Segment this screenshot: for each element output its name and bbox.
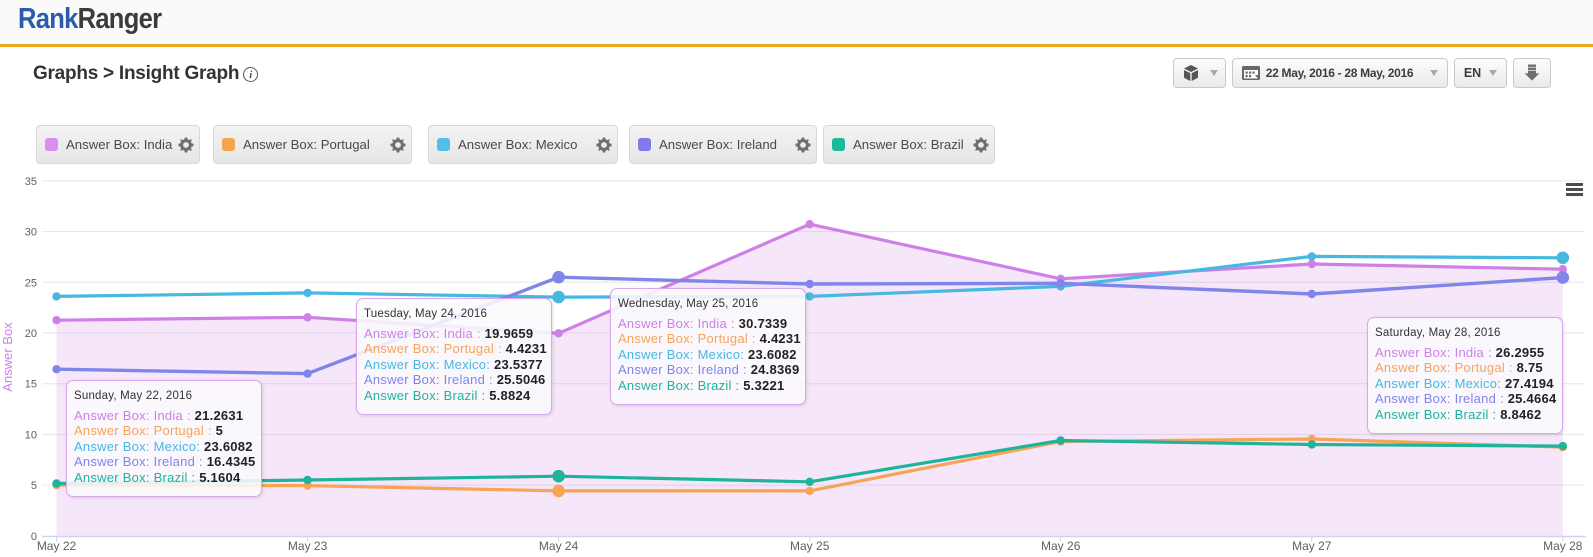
svg-text:May 25: May 25	[790, 539, 830, 553]
svg-text:15: 15	[25, 379, 37, 391]
svg-text:0: 0	[31, 531, 37, 543]
svg-text:30: 30	[25, 227, 37, 239]
svg-text:10: 10	[25, 429, 37, 441]
svg-text:Answer Box: Answer Box	[0, 322, 15, 392]
svg-text:May 28: May 28	[1543, 539, 1583, 553]
svg-text:May 27: May 27	[1292, 539, 1332, 553]
svg-text:5: 5	[31, 480, 37, 492]
svg-text:May 23: May 23	[288, 539, 328, 553]
svg-text:35: 35	[25, 176, 37, 188]
svg-text:May 22: May 22	[37, 539, 77, 553]
svg-text:25: 25	[25, 277, 37, 289]
svg-text:20: 20	[25, 328, 37, 340]
svg-text:May 24: May 24	[539, 539, 579, 553]
svg-text:May 26: May 26	[1041, 539, 1081, 553]
